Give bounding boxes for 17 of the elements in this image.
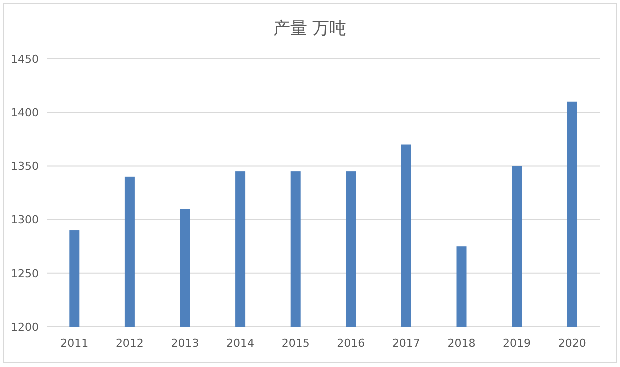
x-tick-label: 2016: [337, 337, 366, 350]
y-tick-label: 1400: [11, 106, 39, 120]
y-tick-label: 1250: [11, 267, 39, 280]
y-tick-label: 1200: [11, 320, 39, 334]
x-tick-label: 2019: [503, 337, 532, 350]
chart-title: 产量 万吨: [273, 19, 347, 39]
x-tick-label: 2012: [116, 337, 144, 350]
x-tick-label: 2011: [60, 337, 89, 350]
x-tick-label: 2014: [226, 337, 255, 350]
y-tick-label: 1450: [11, 52, 39, 66]
y-tick-label: 1300: [11, 214, 39, 227]
x-tick-label: 2013: [171, 337, 200, 350]
x-tick-label: 2015: [282, 337, 310, 350]
y-tick-label: 1350: [11, 160, 39, 174]
x-tick-label: 2018: [448, 337, 476, 350]
x-tick-label: 2017: [392, 337, 420, 350]
x-tick-label: 2020: [558, 337, 586, 350]
